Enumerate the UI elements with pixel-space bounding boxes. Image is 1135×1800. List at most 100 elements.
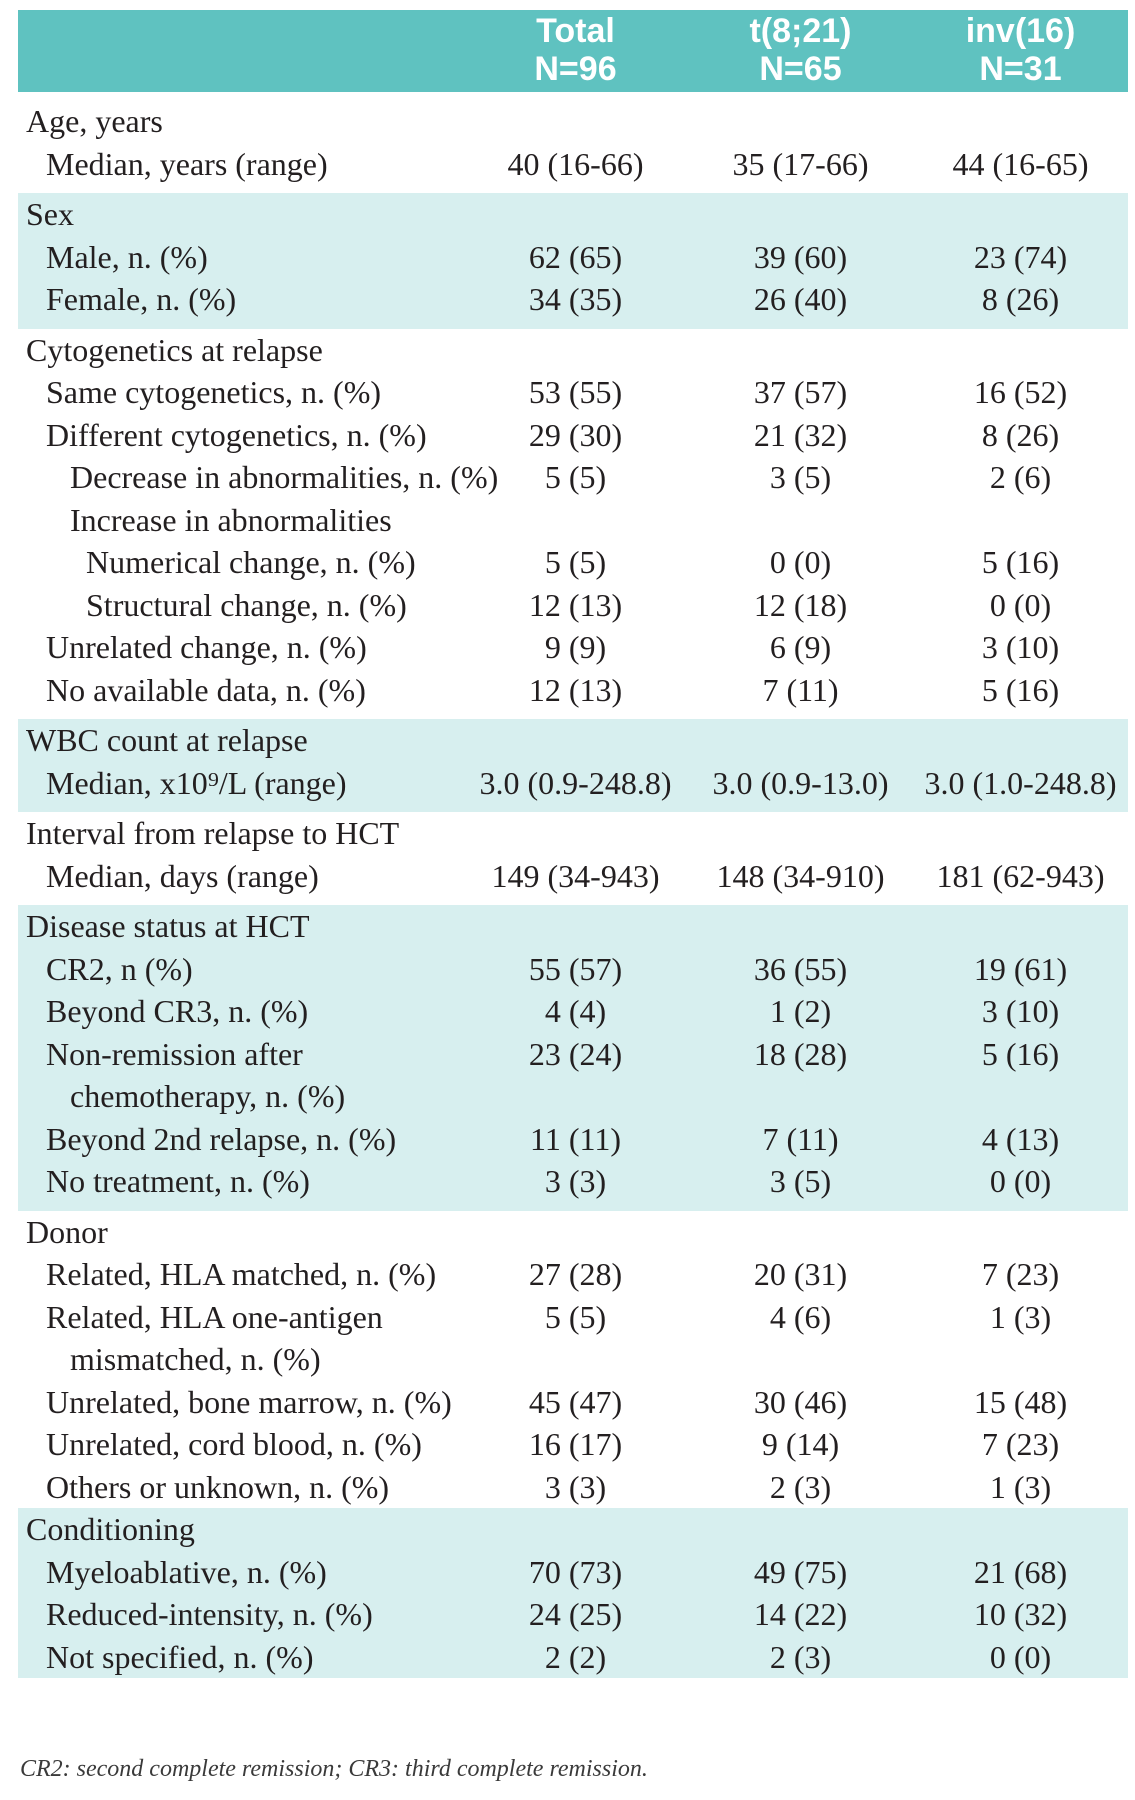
section-title-row: Interval from relapse to HCT xyxy=(18,812,1128,855)
row-label: CR2, n (%) xyxy=(46,950,193,987)
cell-t821: 39 (60) xyxy=(753,238,848,275)
row-label: No treatment, n. (%) xyxy=(46,1163,310,1199)
cell-t821: 18 (28) xyxy=(753,1035,848,1072)
cell-t821 xyxy=(688,1338,913,1381)
cell-total: 29 (30) xyxy=(528,416,623,453)
cell-total: 55 (57) xyxy=(528,950,623,987)
row-label: Different cytogenetics, n. (%) xyxy=(46,416,427,453)
cell-t821: 9 (14) xyxy=(761,1426,840,1462)
table-footnote: CR2: second complete remission; CR3: thi… xyxy=(20,1756,648,1782)
cell-inv16 xyxy=(913,499,1128,542)
cell-total: 5 (5) xyxy=(544,459,607,495)
row-label: chemotherapy, n. (%) xyxy=(70,1078,346,1114)
row-label: Myeloablative, n. (%) xyxy=(46,1553,327,1590)
table-row: Beyond 2nd relapse, n. (%) 11 (11) 7 (11… xyxy=(18,1118,1128,1161)
header-label-cell xyxy=(18,10,463,92)
table-row: No available data, n. (%) 12 (13) 7 (11)… xyxy=(18,669,1128,712)
row-label: Same cytogenetics, n. (%) xyxy=(46,374,381,410)
table-row: Unrelated, cord blood, n. (%) 16 (17) 9 … xyxy=(18,1423,1128,1466)
cell-total: 5 (5) xyxy=(544,1298,607,1335)
section-title: Disease status at HCT xyxy=(26,908,310,944)
cell-inv16: 19 (61) xyxy=(973,950,1068,987)
cell-total xyxy=(463,1338,688,1381)
section-title: Sex xyxy=(26,196,74,232)
cell-inv16: 21 (68) xyxy=(973,1553,1068,1590)
cell-t821: 21 (32) xyxy=(753,416,848,453)
table-row: No treatment, n. (%) 3 (3) 3 (5) 0 (0) xyxy=(18,1160,1128,1203)
cell-t821: 2 (3) xyxy=(769,1468,832,1505)
cell-inv16: 181 (62-943) xyxy=(936,857,1105,894)
table-row: Different cytogenetics, n. (%) 29 (30) 2… xyxy=(18,414,1128,457)
table-row: Structural change, n. (%) 12 (13) 12 (18… xyxy=(18,584,1128,627)
section-sex: Sex Male, n. (%) 62 (65) 39 (60) 23 (74)… xyxy=(18,193,1128,329)
cell-inv16: 16 (52) xyxy=(973,374,1068,410)
cell-inv16: 8 (26) xyxy=(981,416,1060,453)
cell-inv16: 44 (16-65) xyxy=(952,145,1089,182)
row-label: Numerical change, n. (%) xyxy=(86,544,416,580)
cell-t821: 3 (5) xyxy=(769,1163,832,1199)
cell-total: 3.0 (0.9-248.8) xyxy=(479,764,672,801)
cell-inv16: 1 (3) xyxy=(989,1298,1052,1335)
section-title-row: Conditioning xyxy=(18,1508,1128,1551)
cell-t821: 30 (46) xyxy=(753,1383,848,1420)
table-row: Related, HLA matched, n. (%) 27 (28) 20 … xyxy=(18,1253,1128,1296)
row-label: Female, n. (%) xyxy=(46,281,237,317)
table-row: Female, n. (%) 34 (35) 26 (40) 8 (26) xyxy=(18,278,1128,321)
cell-t821: 26 (40) xyxy=(753,281,848,317)
section-title-row: Age, years xyxy=(18,100,1128,143)
row-label: Decrease in abnormalities, n. (%) xyxy=(70,459,499,495)
row-label: Median, x10⁹/L (range) xyxy=(46,764,347,801)
cell-total: 11 (11) xyxy=(530,1120,621,1157)
section-title-row: WBC count at relapse xyxy=(18,719,1128,762)
row-label: Non-remission after xyxy=(46,1035,303,1072)
header-inv16: inv(16) N=31 xyxy=(965,12,1076,88)
cell-inv16: 5 (16) xyxy=(981,1035,1060,1072)
cell-t821: 36 (55) xyxy=(753,950,848,987)
section-title: Interval from relapse to HCT xyxy=(26,815,400,851)
cell-inv16: 0 (0) xyxy=(989,1638,1052,1675)
cell-t821: 35 (17-66) xyxy=(732,145,869,182)
cell-t821: 4 (6) xyxy=(769,1298,832,1335)
table-row: Median, x10⁹/L (range) 3.0 (0.9-248.8) 3… xyxy=(18,762,1128,805)
cell-t821: 1 (2) xyxy=(769,993,832,1029)
cell-inv16: 5 (16) xyxy=(981,671,1060,708)
row-label: Increase in abnormalities xyxy=(70,501,392,538)
section-title: Conditioning xyxy=(26,1511,195,1547)
header-t821: t(8;21) N=65 xyxy=(749,12,852,88)
section-donor: Donor Related, HLA matched, n. (%) 27 (2… xyxy=(18,1210,1128,1509)
table-row: Median, years (range) 40 (16-66) 35 (17-… xyxy=(18,143,1128,186)
table-row: Reduced-intensity, n. (%) 24 (25) 14 (22… xyxy=(18,1593,1128,1636)
table-row: Decrease in abnormalities, n. (%) 5 (5) … xyxy=(18,456,1128,499)
table-row: Others or unknown, n. (%) 3 (3) 2 (3) 1 … xyxy=(18,1466,1128,1509)
cell-inv16: 4 (13) xyxy=(981,1120,1060,1157)
cell-t821: 2 (3) xyxy=(769,1638,832,1675)
section-age: Age, years Median, years (range) 40 (16-… xyxy=(18,92,1128,193)
cell-inv16: 2 (6) xyxy=(989,459,1052,495)
cell-inv16: 0 (0) xyxy=(989,586,1052,623)
row-label: Beyond 2nd relapse, n. (%) xyxy=(46,1120,397,1157)
row-label: Median, years (range) xyxy=(46,145,328,182)
table-header-row: Total N=96 t(8;21) N=65 inv(16) N=31 xyxy=(18,10,1128,92)
table-row: Numerical change, n. (%) 5 (5) 0 (0) 5 (… xyxy=(18,541,1128,584)
cell-t821: 49 (75) xyxy=(753,1553,848,1590)
header-total: Total N=96 xyxy=(534,12,617,88)
table-row: Beyond CR3, n. (%) 4 (4) 1 (2) 3 (10) xyxy=(18,990,1128,1033)
table-row: Unrelated, bone marrow, n. (%) 45 (47) 3… xyxy=(18,1381,1128,1424)
cell-t821: 37 (57) xyxy=(753,374,848,410)
cell-total: 12 (13) xyxy=(528,586,623,623)
row-label: Unrelated change, n. (%) xyxy=(46,629,367,665)
cell-t821: 14 (22) xyxy=(753,1596,848,1632)
table-row: Male, n. (%) 62 (65) 39 (60) 23 (74) xyxy=(18,236,1128,279)
cell-total: 2 (2) xyxy=(544,1638,607,1675)
section-title: Cytogenetics at relapse xyxy=(26,331,323,368)
row-label: mismatched, n. (%) xyxy=(70,1341,321,1377)
row-label: Structural change, n. (%) xyxy=(86,586,407,623)
cell-total: 23 (24) xyxy=(528,1035,623,1072)
cell-total xyxy=(463,1075,688,1118)
cell-total: 34 (35) xyxy=(528,281,623,317)
cell-inv16: 1 (3) xyxy=(989,1468,1052,1505)
row-label: Unrelated, cord blood, n. (%) xyxy=(46,1426,422,1462)
cell-inv16: 15 (48) xyxy=(973,1383,1068,1420)
section-title: WBC count at relapse xyxy=(26,722,308,758)
cell-t821: 7 (11) xyxy=(762,671,839,708)
